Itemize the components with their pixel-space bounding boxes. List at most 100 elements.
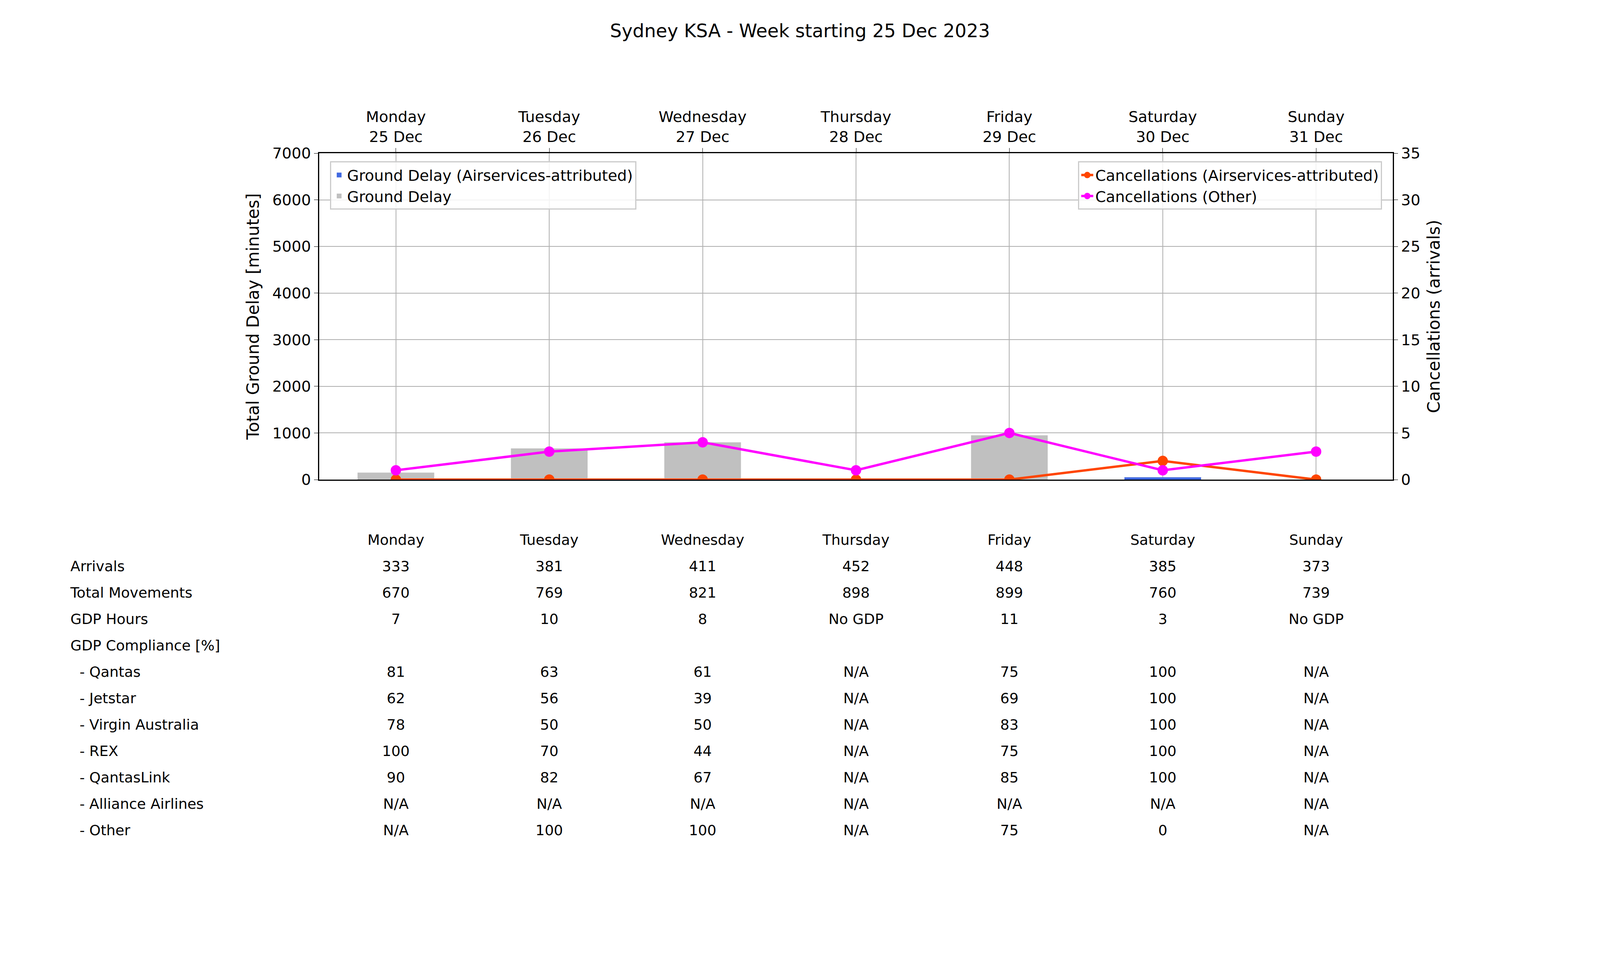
html-text:- Other: - Other — [70, 821, 131, 839]
html-text:N/A: N/A — [843, 689, 869, 707]
html-text:GDP Compliance [%]: GDP Compliance [%] — [70, 637, 221, 654]
html-text:- Jetstar: - Jetstar — [70, 689, 136, 707]
html-text:333: 333 — [382, 557, 410, 575]
svg-text:5: 5 — [1401, 424, 1411, 442]
svg-text:Sunday31 Dec: Sunday31 Dec — [1287, 108, 1345, 146]
html-text:N/A: N/A — [843, 663, 869, 680]
html-text:- QantasLink: - QantasLink — [70, 769, 171, 786]
html-text:- REX: - REX — [70, 742, 119, 759]
html-text:100: 100 — [688, 821, 717, 839]
html-text:11: 11 — [1000, 610, 1019, 627]
html-text:75: 75 — [1000, 821, 1019, 839]
html-text:N/A: N/A — [1303, 663, 1329, 680]
html-text:75: 75 — [1000, 663, 1019, 680]
html-text:39: 39 — [693, 689, 712, 707]
html-text:GDP Hours: GDP Hours — [70, 610, 149, 627]
svg-text:7000: 7000 — [272, 144, 312, 162]
svg-text:2000: 2000 — [272, 377, 312, 396]
svg-text:Monday25 Dec: Monday25 Dec — [366, 108, 426, 146]
html-text:56: 56 — [540, 689, 559, 707]
svg-text:4000: 4000 — [272, 284, 312, 302]
svg-text:Friday29 Dec: Friday29 Dec — [982, 108, 1036, 146]
svg-text:Tuesday26 Dec: Tuesday26 Dec — [518, 108, 581, 146]
html-text:Monday: Monday — [367, 531, 425, 548]
html-text:Saturday: Saturday — [1130, 531, 1196, 548]
html-text:100: 100 — [1149, 742, 1177, 759]
svg-text:30: 30 — [1401, 191, 1421, 209]
svg-text:Ground Delay (Airservices-attr: Ground Delay (Airservices-attributed) — [347, 166, 633, 185]
html-text:69: 69 — [1000, 689, 1019, 707]
svg-text:Wednesday27 Dec: Wednesday27 Dec — [658, 108, 747, 146]
svg-text:3000: 3000 — [272, 331, 312, 349]
html-text:N/A: N/A — [1303, 821, 1329, 839]
html-text:Friday: Friday — [987, 531, 1032, 548]
html-text:Thursday: Thursday — [822, 531, 890, 548]
html-text:N/A: N/A — [383, 821, 409, 839]
html-text:Arrivals: Arrivals — [70, 557, 125, 575]
svg-text:15: 15 — [1401, 331, 1421, 349]
html-text:100: 100 — [1149, 663, 1177, 680]
html-text:Sunday: Sunday — [1289, 531, 1344, 548]
html-text:50: 50 — [693, 716, 712, 733]
svg-text:0: 0 — [1401, 470, 1411, 489]
html-text:821: 821 — [688, 584, 717, 601]
html-text:75: 75 — [1000, 742, 1019, 759]
svg-text:Ground Delay: Ground Delay — [347, 188, 452, 206]
html-text:373: 373 — [1302, 557, 1330, 575]
svg-text:0: 0 — [301, 470, 311, 489]
html-text:100: 100 — [1149, 716, 1177, 733]
html-text:- Qantas: - Qantas — [70, 663, 141, 680]
html-text:62: 62 — [386, 689, 406, 707]
html-text:10: 10 — [540, 610, 559, 627]
html-text:70: 70 — [540, 742, 559, 759]
html-text:81: 81 — [386, 663, 406, 680]
svg-text:Cancellations (Airservices-att: Cancellations (Airservices-attributed) — [1095, 166, 1379, 185]
html-text:N/A: N/A — [843, 742, 869, 759]
html-text:No GDP: No GDP — [828, 610, 884, 627]
html-text:61: 61 — [693, 663, 712, 680]
html-text:N/A: N/A — [1303, 689, 1329, 707]
html-text:452: 452 — [842, 557, 870, 575]
html-text:100: 100 — [535, 821, 563, 839]
svg-text:Total Ground Delay [minutes]: Total Ground Delay [minutes] — [243, 193, 263, 440]
html-text:63: 63 — [540, 663, 559, 680]
svg-text:20: 20 — [1401, 284, 1421, 302]
html-text:381: 381 — [535, 557, 563, 575]
svg-text:25: 25 — [1401, 237, 1421, 256]
svg-text:Cancellations (Other): Cancellations (Other) — [1095, 188, 1258, 206]
svg-text:Saturday30 Dec: Saturday30 Dec — [1128, 108, 1197, 146]
html-text:50: 50 — [540, 716, 559, 733]
html-text:90: 90 — [386, 769, 406, 786]
svg-text:Sydney KSA - Week starting 25: Sydney KSA - Week starting 25 Dec 2023 — [610, 20, 990, 42]
html-text:N/A: N/A — [1303, 716, 1329, 733]
html-text:No GDP: No GDP — [1288, 610, 1344, 627]
html-text:100: 100 — [1149, 689, 1177, 707]
html-text:N/A: N/A — [1303, 742, 1329, 759]
html-text:769: 769 — [535, 584, 563, 601]
html-text:411: 411 — [688, 557, 717, 575]
svg-text:Thursday28 Dec: Thursday28 Dec — [820, 108, 892, 146]
html-text:448: 448 — [995, 557, 1024, 575]
svg-text:Cancellations (arrivals): Cancellations (arrivals) — [1424, 219, 1444, 414]
html-text:670: 670 — [382, 584, 410, 601]
html-text:83: 83 — [1000, 716, 1019, 733]
svg-text:1000: 1000 — [272, 424, 312, 442]
html-text:100: 100 — [382, 742, 410, 759]
html-text:N/A: N/A — [843, 716, 869, 733]
html-text:898: 898 — [842, 584, 870, 601]
html-text:Total Movements: Total Movements — [70, 584, 193, 601]
html-text:78: 78 — [386, 716, 406, 733]
html-text:385: 385 — [1149, 557, 1177, 575]
svg-text:5000: 5000 — [272, 237, 312, 256]
html-text:760: 760 — [1149, 584, 1177, 601]
html-text:44: 44 — [693, 742, 712, 759]
html-text:899: 899 — [995, 584, 1024, 601]
svg-text:35: 35 — [1401, 144, 1421, 162]
html-text:Tuesday: Tuesday — [519, 531, 579, 548]
html-text:Wednesday: Wednesday — [660, 531, 745, 548]
svg-text:6000: 6000 — [272, 191, 312, 209]
html-text:- Virgin Australia: - Virgin Australia — [70, 716, 200, 733]
html-text:739: 739 — [1302, 584, 1330, 601]
svg-text:10: 10 — [1401, 377, 1421, 396]
html-text:N/A: N/A — [843, 821, 869, 839]
